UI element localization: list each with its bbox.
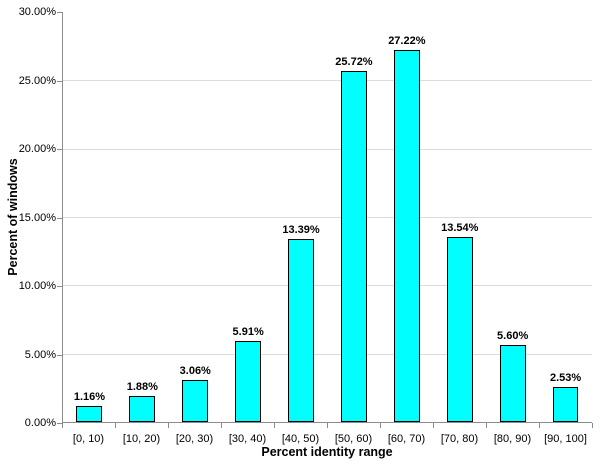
bar	[340, 70, 367, 422]
x-axis-category-label: [30, 40)	[228, 433, 267, 445]
y-gridline	[63, 148, 592, 150]
x-axis-tick	[221, 423, 222, 428]
bar-value-label: 27.22%	[388, 35, 426, 47]
x-axis-tick	[168, 423, 169, 428]
bar-value-label: 25.72%	[335, 55, 373, 68]
x-axis-tick	[115, 423, 116, 428]
x-axis-category-labels: [0, 10) [10, 20) [20, 30) [30, 40) [40, 50) […	[62, 433, 592, 447]
y-axis-tick-label: 20.00%	[18, 143, 56, 155]
bar-value-label: 13.54%	[441, 221, 479, 234]
bar	[76, 406, 103, 422]
x-axis-category-label: [70, 80)	[440, 433, 479, 445]
x-axis-tick	[486, 423, 487, 428]
x-axis-category-label: [90, 100]	[544, 433, 587, 445]
plot-area: 1.16% 1.88% 3.06% 5.91% 13.39% 25.72% 27.22% 13…	[62, 12, 592, 423]
bar	[129, 396, 156, 422]
bar	[182, 380, 209, 422]
y-gridline	[63, 80, 592, 82]
bar	[446, 236, 473, 422]
y-axis-tick-label: 5.00%	[24, 348, 56, 361]
y-axis-tick-label: 30.00%	[18, 6, 56, 18]
y-axis-tick-labels: 0.00% 5.00% 10.00% 15.00% 20.00% 25.00% 30.00%	[0, 0, 56, 464]
x-axis-category-label: [20, 30)	[175, 433, 214, 445]
bar-value-label: 2.53%	[549, 372, 582, 385]
y-gridline	[63, 217, 592, 218]
x-axis-tick	[62, 423, 63, 428]
x-axis-category-label: [80, 90)	[493, 433, 532, 445]
bar	[499, 345, 526, 422]
x-axis-tick	[380, 423, 381, 428]
x-axis-category-label: [0, 10)	[72, 433, 105, 445]
x-axis-category-label: [40, 50)	[281, 433, 320, 445]
x-axis-tick	[327, 423, 328, 428]
bar-value-label: 5.91%	[232, 326, 264, 339]
bar	[552, 387, 579, 422]
x-axis-category-label: [60, 70)	[387, 433, 426, 445]
bar-value-label: 13.39%	[282, 224, 320, 237]
bar-value-label: 1.88%	[126, 381, 158, 394]
bar	[393, 50, 420, 422]
bar-value-label: 5.60%	[497, 330, 529, 343]
x-axis-tick	[433, 423, 434, 428]
x-axis-category-label: [10, 20)	[122, 433, 161, 445]
y-axis-tick	[57, 423, 62, 424]
bar-value-label: 3.06%	[179, 365, 211, 378]
y-axis-tick-label: 0.00%	[24, 417, 56, 429]
y-gridline	[63, 353, 592, 355]
bar-value-label: 1.16%	[73, 391, 106, 404]
x-axis-tick	[539, 423, 540, 428]
x-axis-tick	[592, 423, 593, 428]
y-axis-tick-label: 10.00%	[18, 280, 56, 292]
bar	[288, 239, 314, 422]
x-axis-category-label: [50, 60)	[334, 433, 373, 445]
bar	[235, 341, 262, 422]
x-axis-tick	[274, 423, 275, 428]
y-axis-tick-label: 15.00%	[18, 211, 56, 224]
x-axis-title: Percent identity range	[261, 445, 393, 459]
y-axis-tick-label: 25.00%	[18, 74, 56, 87]
y-gridline	[63, 285, 592, 287]
